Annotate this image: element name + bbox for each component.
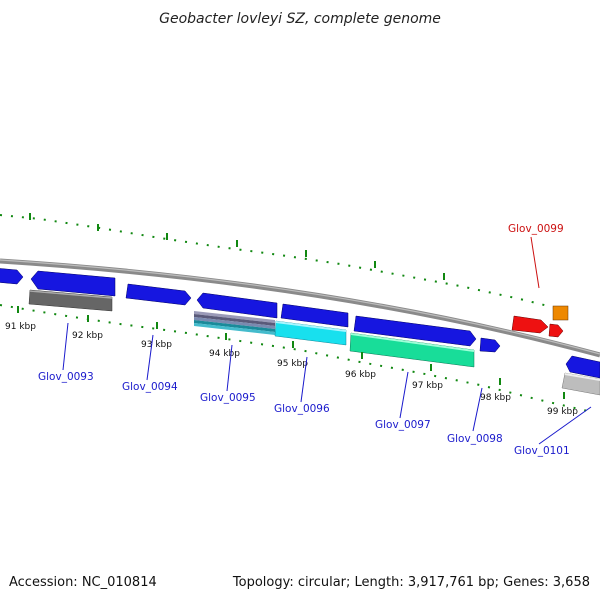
- gene-arrow-0092[interactable]: [0, 268, 24, 285]
- gene-label-glov-0093[interactable]: Glov_0093: [38, 371, 94, 383]
- outer-tick-track: [0, 213, 561, 310]
- kbp-label-93: 93 kbp: [141, 340, 172, 350]
- kbp-scale-labels: 91 kbp 92 kbp 93 kbp 94 kbp 95 kbp 96 kb…: [5, 322, 578, 417]
- gene-label-glov-0095[interactable]: Glov_0095: [200, 392, 256, 404]
- gene-label-glov-0099[interactable]: Glov_0099: [508, 223, 564, 235]
- genome-backbone: [0, 258, 600, 358]
- gene-arrow-glov-0099[interactable]: [511, 315, 549, 334]
- forward-strand-genes: [0, 268, 600, 379]
- kbp-label-97: 97 kbp: [412, 381, 443, 391]
- gene-label-glov-0097[interactable]: Glov_0097: [375, 419, 431, 431]
- accession-text: Accession: NC_010814: [9, 575, 157, 590]
- kbp-label-96: 96 kbp: [345, 370, 376, 380]
- kbp-label-94: 94 kbp: [209, 349, 240, 359]
- genome-summary-text: Topology: circular; Length: 3,917,761 bp…: [232, 575, 590, 590]
- kbp-label-99: 99 kbp: [547, 407, 578, 417]
- gene-label-leaders: [62, 236, 592, 445]
- gene-label-glov-0101[interactable]: Glov_0101: [514, 445, 570, 457]
- kbp-label-98: 98 kbp: [480, 393, 511, 403]
- gene-arrow-glov-0096[interactable]: [280, 303, 349, 328]
- gene-box-orange[interactable]: [552, 305, 569, 321]
- gene-arrow-glov-0098[interactable]: [479, 337, 501, 353]
- gene-arrow-glov-0093[interactable]: [30, 270, 116, 297]
- kbp-label-91: 91 kbp: [5, 322, 36, 332]
- feature-bar-gray[interactable]: [28, 289, 113, 312]
- gene-label-glov-0098[interactable]: Glov_0098: [447, 433, 503, 445]
- page-title: Geobacter lovleyi SZ, complete genome: [159, 11, 441, 27]
- gene-arrow-glov-0097[interactable]: [353, 315, 477, 347]
- gene-arrow-glov-0094[interactable]: [125, 283, 192, 306]
- gene-arrow-glov-0101[interactable]: [565, 355, 600, 379]
- inner-tick-track: [0, 304, 593, 413]
- gene-arrow-glov-0095[interactable]: [196, 292, 278, 319]
- kbp-label-95: 95 kbp: [277, 359, 308, 369]
- kbp-label-92: 92 kbp: [72, 331, 103, 341]
- gene-labels: Glov_0093 Glov_0094 Glov_0095 Glov_0096 …: [38, 223, 570, 457]
- feature-tracks: [28, 289, 600, 396]
- feature-bars-stacked[interactable]: [194, 311, 275, 335]
- gene-label-glov-0094[interactable]: Glov_0094: [122, 381, 178, 393]
- gene-label-glov-0096[interactable]: Glov_0096: [274, 403, 330, 415]
- gene-arrow-glov-0099-small[interactable]: [548, 323, 564, 338]
